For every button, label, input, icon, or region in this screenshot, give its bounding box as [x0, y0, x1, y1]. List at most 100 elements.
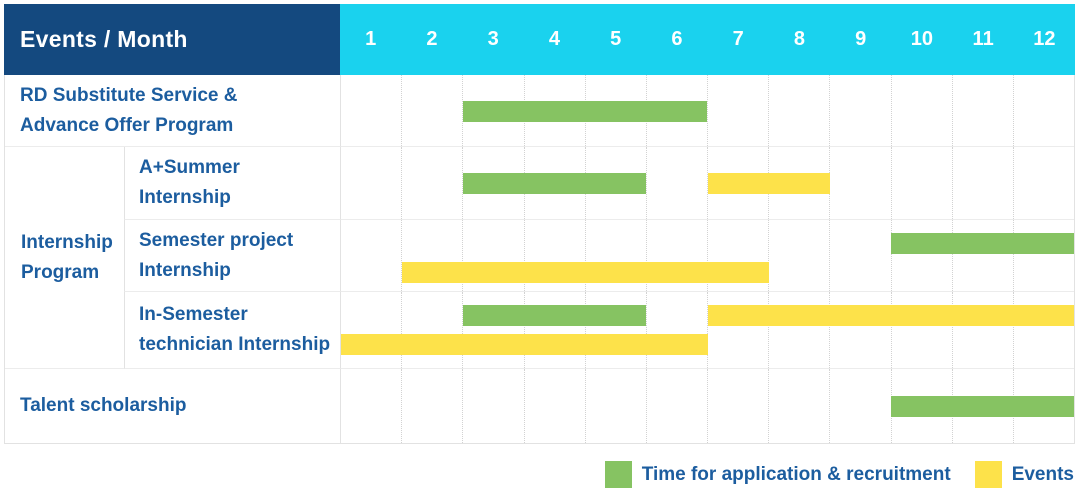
month-cell [951, 147, 1013, 219]
gantt-bar-events [402, 262, 769, 283]
month-cell [341, 292, 401, 368]
month-cell [523, 292, 585, 368]
month-label: 8 [793, 28, 805, 50]
row-label-line: RD Substitute Service & [20, 84, 238, 106]
month-label: 2 [426, 28, 438, 50]
month-cell [645, 369, 707, 443]
month-cell [462, 369, 523, 443]
month-cell [768, 75, 829, 146]
month-cell [768, 292, 829, 368]
month-cell [645, 220, 707, 291]
month-cell [829, 292, 890, 368]
month-cell [462, 75, 523, 146]
month-cell [341, 369, 401, 443]
row-label-line: technician Internship [139, 334, 331, 355]
month-cell [768, 369, 829, 443]
month-cell [829, 220, 890, 291]
month-label: 7 [732, 28, 744, 50]
month-cell [401, 220, 462, 291]
month-cell [707, 369, 768, 443]
month-cell [401, 369, 462, 443]
row-timeline-rd-substitute-service [340, 75, 1074, 147]
legend-application-label: Time for application & recruitment [641, 463, 951, 485]
schedule-table: Events / Month 1 2 3 4 5 6 7 8 9 10 11 1… [4, 4, 1075, 444]
month-cell [707, 75, 768, 146]
month-cell [829, 369, 890, 443]
month-cell [462, 292, 523, 368]
month-cell [462, 220, 523, 291]
row-label-rd-substitute-service: RD Substitute Service & Advance Offer Pr… [5, 75, 340, 147]
month-cell [401, 75, 462, 146]
legend: Time for application & recruitment Event… [604, 461, 1074, 488]
events-month-header: Events / Month [4, 4, 340, 75]
month-cell [707, 220, 768, 291]
row-timeline-a-plus-summer-internship [340, 147, 1074, 220]
gantt-bar-application [890, 396, 1074, 417]
month-label: 1 [365, 28, 377, 50]
month-cell [1012, 220, 1074, 291]
month-cell [401, 147, 462, 219]
month-gridlines [341, 220, 1074, 291]
month-cell [584, 292, 646, 368]
gantt-bar-events [341, 334, 708, 355]
legend-item-events: Events [974, 461, 1074, 488]
month-cell [584, 369, 646, 443]
month-cell [829, 75, 890, 146]
legend-events-label: Events [1011, 463, 1074, 485]
row-label-a-plus-summer-internship: A+Summer Internship [124, 147, 340, 220]
month-cell [645, 292, 707, 368]
month-cell [401, 292, 462, 368]
month-cell [951, 292, 1013, 368]
legend-item-application: Time for application & recruitment [604, 461, 951, 488]
group-label-line: Internship [21, 231, 113, 253]
month-cell [341, 147, 401, 219]
month-cell [462, 147, 523, 219]
schedule-body: RD Substitute Service & Advance Offer Pr… [4, 75, 1075, 444]
month-cell [523, 220, 585, 291]
row-label-talent-scholarship: Talent scholarship [5, 369, 340, 443]
month-label: 4 [548, 28, 560, 50]
group-label-internship-program: Internship Program [5, 147, 124, 369]
month-gridlines [341, 75, 1074, 146]
row-label-line: In-Semester [139, 304, 248, 325]
month-cell [890, 75, 952, 146]
row-timeline-talent-scholarship [340, 369, 1074, 443]
row-label-in-semester-technician-internship: In-Semester technician Internship [124, 292, 340, 369]
month-label: 6 [671, 28, 683, 50]
row-label-line: Advance Offer Program [20, 114, 234, 136]
month-gridlines [341, 292, 1074, 368]
month-label: 10 [910, 28, 933, 50]
month-label: 9 [855, 28, 867, 50]
month-cell [890, 292, 952, 368]
month-cell [951, 75, 1013, 146]
gantt-bar-application [463, 100, 708, 122]
month-cell [523, 369, 585, 443]
events-yellow-swatch-icon [974, 461, 1002, 488]
month-cell [1012, 147, 1074, 219]
month-label: 3 [487, 28, 499, 50]
month-cell [951, 220, 1013, 291]
gantt-bar-application [463, 173, 647, 194]
month-cell [1012, 75, 1074, 146]
month-cell [1012, 292, 1074, 368]
month-cell [584, 220, 646, 291]
month-cell [341, 220, 401, 291]
row-label-line: A+Summer [139, 157, 240, 178]
month-label: 12 [1033, 28, 1056, 50]
row-label-line: Internship [139, 187, 231, 208]
gantt-bar-events [707, 173, 830, 194]
row-label-line: Talent scholarship [20, 395, 187, 416]
application-green-swatch-icon [604, 461, 632, 488]
row-label-line: Internship [139, 259, 231, 281]
month-cell [768, 220, 829, 291]
row-timeline-semester-project-internship [340, 220, 1074, 292]
row-label-line: Semester project [139, 229, 294, 251]
month-header-row: 1 2 3 4 5 6 7 8 9 10 11 12 [340, 4, 1075, 75]
month-cell [890, 220, 952, 291]
month-cell [341, 75, 401, 146]
row-timeline-in-semester-technician-internship [340, 292, 1074, 369]
group-label-line: Program [21, 261, 100, 283]
row-label-semester-project-internship: Semester project Internship [124, 220, 340, 292]
gantt-bar-events [707, 305, 1074, 326]
gantt-bar-application [890, 233, 1074, 254]
